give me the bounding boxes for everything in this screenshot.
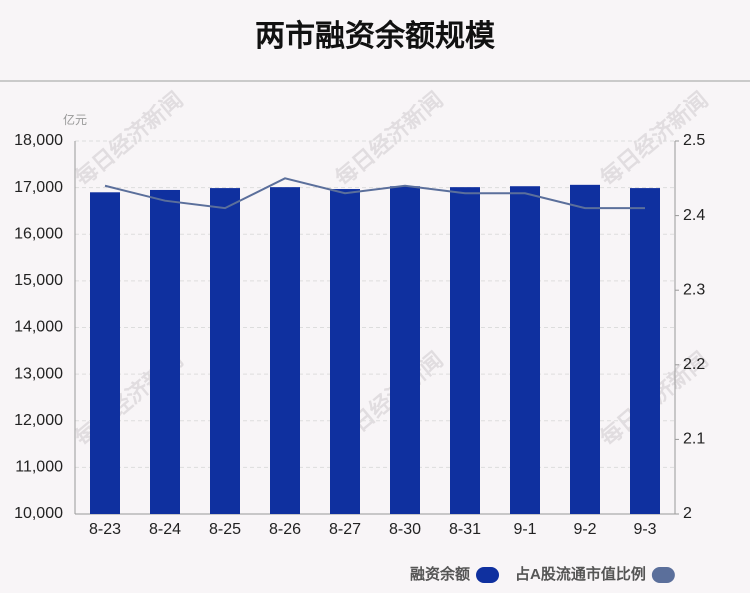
y2-tick-label: 2.1 — [683, 431, 705, 448]
bar — [450, 187, 480, 514]
bar — [630, 188, 660, 514]
legend-swatch — [476, 567, 500, 583]
x-tick-label: 8-30 — [389, 521, 421, 538]
y-tick-label: 10,000 — [14, 505, 63, 522]
y-tick-label: 16,000 — [14, 225, 63, 242]
x-tick-label: 9-2 — [573, 521, 596, 538]
y2-tick-label: 2 — [683, 505, 692, 522]
y-tick-label: 14,000 — [14, 319, 63, 336]
x-tick-label: 8-26 — [269, 521, 301, 538]
y2-tick-label: 2.3 — [683, 281, 705, 298]
x-tick-label: 8-24 — [149, 521, 181, 538]
x-tick-label: 9-1 — [513, 521, 536, 538]
bar — [570, 184, 600, 514]
x-tick-label: 8-25 — [209, 521, 241, 538]
bar — [90, 192, 120, 514]
legend: 融资余额 占A股流通市值比例 — [410, 565, 675, 583]
legend-label: 占A股流通市值比例 — [515, 565, 646, 583]
bar — [150, 189, 180, 515]
y-tick-label: 15,000 — [14, 272, 63, 289]
plot-area: 10,000 11,000 12,000 13,000 14,000 15,000 16,0… — [14, 132, 705, 538]
y-tick-label: 11,000 — [15, 459, 63, 476]
bar — [390, 186, 420, 514]
x-tick-label: 8-31 — [449, 521, 481, 538]
x-tick-label: 8-27 — [329, 521, 361, 538]
y2-tick-label: 2.2 — [683, 356, 705, 373]
y-tick-label: 13,000 — [14, 365, 63, 382]
chart-title: 两市融资余额规模 — [255, 19, 495, 53]
y2-tick-label: 2.5 — [683, 132, 705, 149]
y-tick-label: 17,000 — [14, 179, 63, 196]
y2-tick-label: 2.4 — [683, 207, 705, 224]
legend-label: 融资余额 — [410, 565, 470, 583]
line — [104, 177, 645, 210]
bar — [210, 188, 240, 514]
bar — [330, 189, 360, 514]
y-tick-label: 18,000 — [14, 132, 63, 149]
unit-label: 亿元 — [63, 112, 87, 127]
bar — [510, 186, 540, 514]
legend-swatch — [651, 567, 675, 583]
y-tick-label: 12,000 — [14, 412, 63, 429]
bar — [270, 187, 300, 514]
x-tick-label: 9-3 — [633, 521, 656, 538]
x-tick-label: 8-23 — [89, 521, 121, 538]
